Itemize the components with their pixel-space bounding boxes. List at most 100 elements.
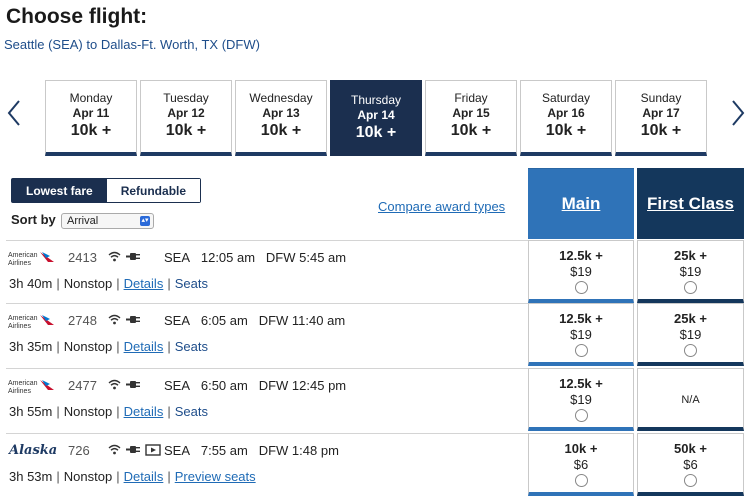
wifi-icon <box>108 314 121 325</box>
sort-select[interactable]: Arrival ▴▾ <box>61 213 154 229</box>
fare-radio[interactable] <box>684 281 697 294</box>
details-link[interactable]: Details <box>123 469 164 484</box>
logo-text-line1: American <box>8 315 38 322</box>
fare-radio[interactable] <box>684 344 697 357</box>
seats-link[interactable]: Seats <box>174 404 208 419</box>
arrive-code: DFW <box>258 378 289 393</box>
sort-label: Sort by <box>11 212 56 227</box>
fare-tax: $6 <box>573 457 589 472</box>
flight-info-line: 3h 53m | Nonstop | Details | Preview seats <box>9 469 256 484</box>
depart-code: SEA <box>164 250 191 265</box>
next-week-button[interactable] <box>728 98 748 128</box>
stops: Nonstop <box>63 276 113 291</box>
date-tab[interactable]: Friday Apr 15 10k + <box>425 80 517 156</box>
fare-miles: 50k + <box>674 441 707 456</box>
compare-award-types-link[interactable]: Compare award types <box>378 199 506 214</box>
amenities <box>108 314 141 325</box>
fare-tax: $19 <box>679 264 702 279</box>
amenities <box>108 444 161 456</box>
depart-code: SEA <box>164 443 191 458</box>
date-tab-date: Apr 15 <box>452 106 490 120</box>
row-divider <box>6 240 528 241</box>
arrive-time: 12:45 pm <box>291 378 347 393</box>
amenities <box>108 251 141 262</box>
date-tab[interactable]: Sunday Apr 17 10k + <box>615 80 707 156</box>
fare-miles: 12.5k + <box>559 376 603 391</box>
date-tab-date: Apr 12 <box>167 106 205 120</box>
flight-info-line: 3h 40m | Nonstop | Details | Seats <box>9 276 208 291</box>
details-link[interactable]: Details <box>123 339 164 354</box>
arrive-time: 1:48 pm <box>291 443 339 458</box>
row-divider <box>6 433 528 434</box>
select-arrows-icon: ▴▾ <box>140 216 150 226</box>
stops: Nonstop <box>63 339 113 354</box>
seats-link[interactable]: Seats <box>174 276 208 291</box>
fare-cell-first-class[interactable]: 50k + $6 <box>637 433 744 496</box>
date-tab[interactable]: Wednesday Apr 13 10k + <box>235 80 327 156</box>
fare-radio[interactable] <box>684 474 697 487</box>
fare-cell-main[interactable]: 10k + $6 <box>528 433 634 496</box>
date-tab-price: 10k + <box>355 124 397 141</box>
fare-radio[interactable] <box>574 281 588 294</box>
depart-time: 12:05 am <box>200 250 256 265</box>
wifi-icon <box>108 251 121 262</box>
stops: Nonstop <box>63 404 113 419</box>
date-tab[interactable]: Thursday Apr 14 10k + <box>330 80 422 156</box>
date-tab[interactable]: Tuesday Apr 12 10k + <box>140 80 232 156</box>
fare-radio[interactable] <box>574 344 588 357</box>
date-tab[interactable]: Saturday Apr 16 10k + <box>520 80 612 156</box>
sort-value: Arrival <box>67 215 99 227</box>
american-airlines-logo: American Airlines <box>8 252 54 268</box>
depart-time: 6:05 am <box>200 313 248 328</box>
seats-link[interactable]: Seats <box>174 339 208 354</box>
row-divider <box>6 368 528 369</box>
prev-week-button[interactable] <box>4 98 24 128</box>
seats-link[interactable]: Preview seats <box>174 469 256 484</box>
cabin-header-main[interactable]: Main <box>528 168 634 239</box>
chevron-left-icon <box>7 100 20 126</box>
cabin-header-first-class[interactable]: First Class <box>637 168 744 239</box>
date-tab-price: 10k + <box>640 122 682 139</box>
flight-times: SEA 12:05 am DFW 5:45 am <box>164 250 346 265</box>
fare-cell-main[interactable]: 12.5k + $19 <box>528 303 634 366</box>
date-tab-date: Apr 16 <box>547 106 585 120</box>
fare-radio[interactable] <box>574 409 588 422</box>
route-subtitle: Seattle (SEA) to Dallas-Ft. Worth, TX (D… <box>4 37 260 52</box>
refundable-button[interactable]: Refundable <box>106 179 201 202</box>
fare-radio[interactable] <box>574 474 588 487</box>
details-link[interactable]: Details <box>123 404 164 419</box>
date-tab-day: Friday <box>454 91 488 105</box>
details-link[interactable]: Details <box>123 276 164 291</box>
date-tab-price: 10k + <box>70 122 112 139</box>
duration: 3h 53m <box>9 469 53 484</box>
date-tab[interactable]: Monday Apr 11 10k + <box>45 80 137 156</box>
eagle-logo-icon <box>40 252 54 262</box>
eagle-logo-icon <box>40 380 54 390</box>
date-tab-price: 10k + <box>260 122 302 139</box>
date-tab-date: Apr 11 <box>72 106 110 120</box>
arrive-time: 5:45 am <box>299 250 347 265</box>
fare-cell-first-class[interactable]: 25k + $19 <box>637 303 744 366</box>
date-tab-day: Tuesday <box>163 91 209 105</box>
fare-tax: $19 <box>570 327 592 342</box>
fare-tax: $6 <box>683 457 698 472</box>
date-tab-date: Apr 14 <box>357 108 395 122</box>
date-tab-price: 10k + <box>450 122 492 139</box>
fare-miles: 25k + <box>674 311 707 326</box>
flight-times: SEA 7:55 am DFW 1:48 pm <box>164 443 339 458</box>
fare-unavailable: N/A <box>681 394 700 406</box>
fare-cell-main[interactable]: 12.5k + $19 <box>528 368 634 431</box>
american-airlines-logo: American Airlines <box>8 380 54 396</box>
fare-cell-main[interactable]: 12.5k + $19 <box>528 240 634 303</box>
date-tab-price: 10k + <box>165 122 207 139</box>
logo-text-line2: Airlines <box>8 323 31 330</box>
alaska-logo: Alaska <box>9 443 58 458</box>
depart-time: 7:55 am <box>200 443 248 458</box>
lowest-fare-button[interactable]: Lowest fare <box>12 179 107 202</box>
date-strip: Monday Apr 11 10k + Tuesday Apr 12 10k + Wedne… <box>45 80 710 156</box>
date-tab-date: Apr 17 <box>642 106 680 120</box>
date-tab-date: Apr 13 <box>262 106 300 120</box>
date-tab-day: Wednesday <box>249 91 313 105</box>
fare-cell-first-class[interactable]: 25k + $19 <box>637 240 744 303</box>
depart-time: 6:50 am <box>200 378 248 393</box>
